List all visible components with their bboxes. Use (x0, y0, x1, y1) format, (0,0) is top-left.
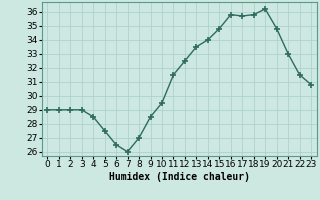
X-axis label: Humidex (Indice chaleur): Humidex (Indice chaleur) (109, 172, 250, 182)
